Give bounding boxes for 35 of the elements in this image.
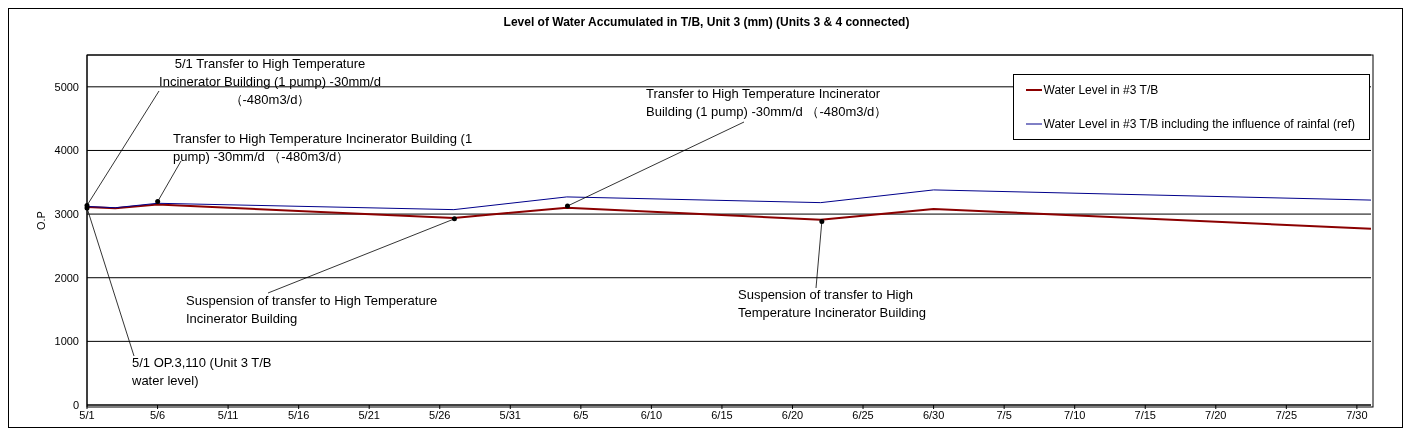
x-tick-label: 6/5 <box>573 408 589 421</box>
annotation: Transfer to High Temperature Incinerator Building (1 pump) -30mm/d （-480m3/d） <box>646 85 889 121</box>
annotation: Suspension of transfer to High Temperature Incinerator Building <box>738 286 927 322</box>
x-tick-label: 5/6 <box>149 408 166 421</box>
x-tick-label: 5/26 <box>429 408 451 421</box>
y-tick-label: 0 <box>72 398 79 411</box>
x-tick-label: 5/16 <box>287 408 310 421</box>
y-tick-label: 4000 <box>54 144 79 157</box>
x-tick-label: 5/1 <box>79 408 95 421</box>
x-tick-label: 5/11 <box>217 408 239 421</box>
y-tick-label: 2000 <box>54 271 79 284</box>
x-tick-label: 7/20 <box>1205 408 1227 421</box>
annotation: 5/1 Transfer to High Temperature Incinerator Building (1 pump) -30mm/d （-480m3/d） <box>159 55 381 109</box>
x-tick-label: 7/5 <box>996 408 1012 421</box>
x-tick-label: 5/31 <box>499 408 522 421</box>
x-tick-label: 7/15 <box>1134 408 1156 421</box>
x-tick-label: 6/15 <box>711 408 733 421</box>
y-tick-label: 3000 <box>54 208 79 220</box>
y-tick-label: 5000 <box>54 80 79 93</box>
annotation: 5/1 OP.3,110 (Unit 3 T/B water level) <box>132 354 273 390</box>
legend-label: Water Level in #3 T/B including the influence of rainfal (ref) <box>1043 117 1355 131</box>
annotation: Transfer to High Temperature Incinerator Building (1 pump) -30mm/d （-480m3/d） <box>173 130 474 166</box>
x-tick-label: 6/10 <box>640 408 663 421</box>
x-tick-label: 7/30 <box>1346 408 1368 421</box>
x-tick-label: 7/25 <box>1275 408 1298 421</box>
x-tick-label: 6/30 <box>922 408 945 421</box>
x-tick-label: 5/21 <box>358 408 380 421</box>
x-tick-label: 7/10 <box>1063 408 1086 421</box>
annotation: Suspension of transfer to High Temperature Incinerator Building <box>186 292 439 328</box>
x-tick-label: 6/25 <box>852 408 874 421</box>
x-tick-label: 6/20 <box>781 408 804 421</box>
y-tick-label: 1000 <box>54 335 79 348</box>
legend-label: Water Level in #3 T/B <box>1043 83 1159 97</box>
chart-title: Level of Water Accumulated in T/B, Unit 3 (mm) (Units 3 & 4 connected) <box>502 15 911 29</box>
y-axis-title: O.P <box>34 211 47 230</box>
